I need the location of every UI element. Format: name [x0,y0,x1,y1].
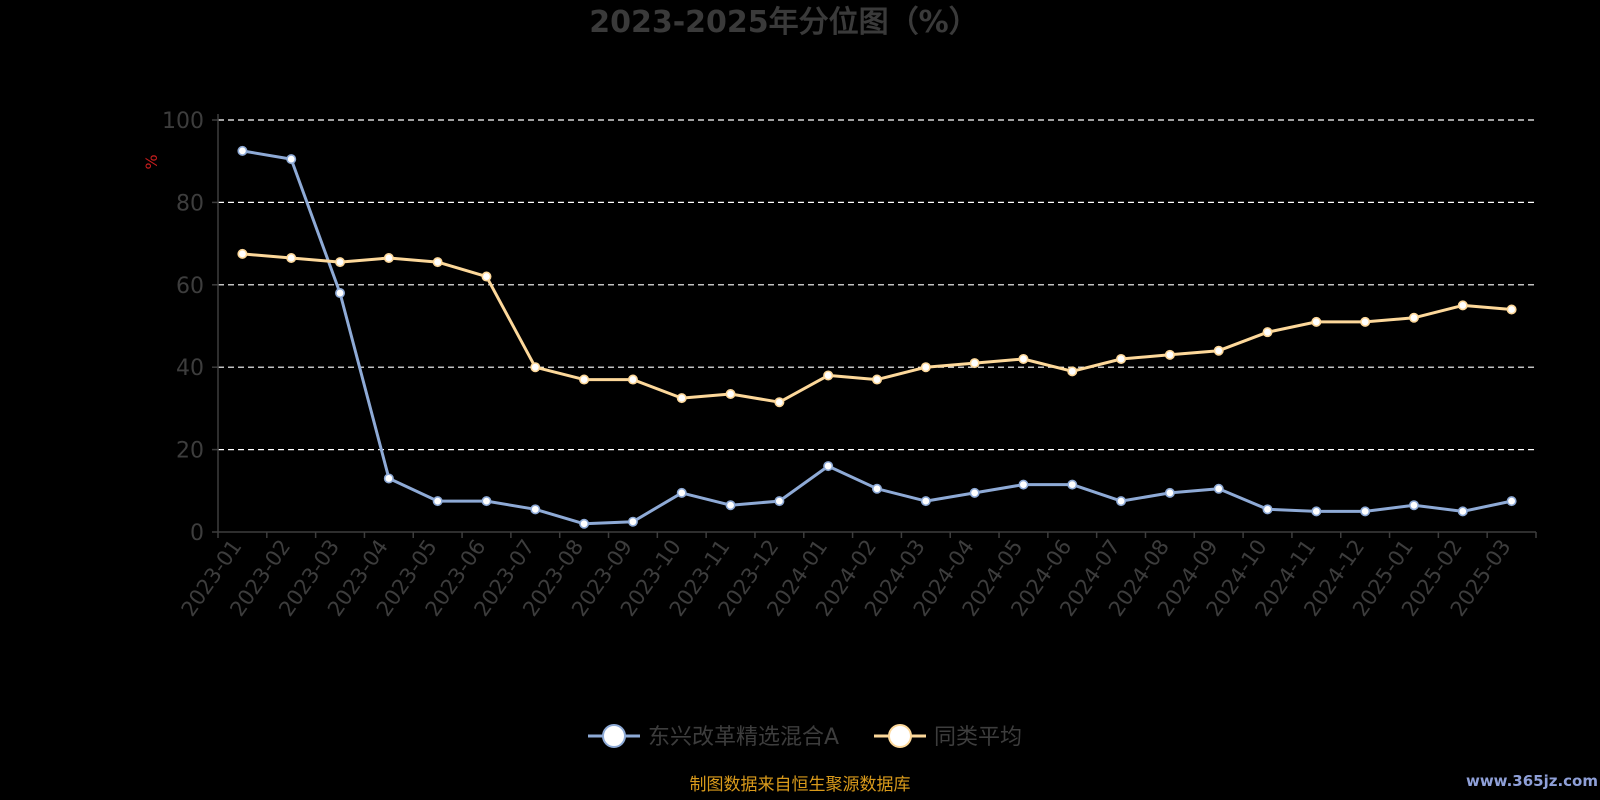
data-point[interactable] [481,271,492,282]
data-point[interactable] [1116,353,1127,364]
data-point[interactable] [481,496,492,507]
data-point[interactable] [1018,353,1029,364]
y-tick-label: 20 [176,439,204,464]
data-point[interactable] [237,248,248,259]
series-1 [237,145,1517,529]
data-point[interactable] [871,483,882,494]
data-point[interactable] [1360,506,1371,517]
data-point[interactable] [1360,316,1371,327]
watermark: www.365jz.com [1466,772,1598,790]
data-point[interactable] [1213,483,1224,494]
data-point[interactable] [1262,504,1273,515]
data-point[interactable] [1311,316,1322,327]
y-tick-label: 60 [176,274,204,299]
series-2 [237,248,1517,408]
data-point[interactable] [579,374,590,385]
data-point[interactable] [823,370,834,381]
data-point[interactable] [1408,500,1419,511]
data-point[interactable] [335,288,346,299]
y-axis-label: % [142,154,161,169]
data-point[interactable] [627,374,638,385]
data-point[interactable] [530,362,541,373]
chart-title: 2023-2025年分位图（%） [589,5,979,40]
legend[interactable]: 东兴改革精选混合A 同类平均 [588,724,1022,750]
data-point[interactable] [1506,496,1517,507]
data-point[interactable] [1018,479,1029,490]
data-point[interactable] [920,362,931,373]
data-point[interactable] [335,257,346,268]
data-point[interactable] [725,500,736,511]
data-point[interactable] [1067,366,1078,377]
data-point[interactable] [774,397,785,408]
data-point[interactable] [871,374,882,385]
data-point[interactable] [627,516,638,527]
data-point[interactable] [1408,312,1419,323]
data-point[interactable] [432,496,443,507]
data-point[interactable] [1164,487,1175,498]
axes: 0204060801002023-012023-022023-032023-04… [162,109,1537,621]
y-tick-label: 40 [176,356,204,381]
data-point[interactable] [823,461,834,472]
data-point[interactable] [237,145,248,156]
data-point[interactable] [920,496,931,507]
data-point[interactable] [383,473,394,484]
legend-label: 同类平均 [934,725,1022,750]
data-point[interactable] [774,496,785,507]
data-point[interactable] [1262,327,1273,338]
data-point[interactable] [1311,506,1322,517]
data-point[interactable] [676,393,687,404]
data-point[interactable] [725,388,736,399]
data-point[interactable] [1457,300,1468,311]
data-source-note: 制图数据来自恒生聚源数据库 [690,775,911,795]
data-point[interactable] [969,487,980,498]
data-point[interactable] [530,504,541,515]
legend-marker [602,724,626,748]
data-point[interactable] [286,253,297,264]
series-group [237,145,1517,529]
data-point[interactable] [432,257,443,268]
data-point[interactable] [579,518,590,529]
data-point[interactable] [1164,349,1175,360]
data-point[interactable] [1067,479,1078,490]
data-point[interactable] [969,358,980,369]
series-line [242,149,1512,526]
grid [218,119,1536,451]
legend-label: 东兴改革精选混合A [648,725,839,750]
data-point[interactable] [676,487,687,498]
data-point[interactable] [383,253,394,264]
data-point[interactable] [286,154,297,165]
data-point[interactable] [1116,496,1127,507]
legend-item-2[interactable]: 同类平均 [874,724,1022,750]
data-point[interactable] [1213,345,1224,356]
legend-marker [888,724,912,748]
data-point[interactable] [1506,304,1517,315]
y-tick-label: 0 [190,521,204,546]
legend-item-1[interactable]: 东兴改革精选混合A [588,724,839,750]
y-tick-label: 100 [162,109,204,134]
y-tick-label: 80 [176,191,204,216]
data-point[interactable] [1457,506,1468,517]
